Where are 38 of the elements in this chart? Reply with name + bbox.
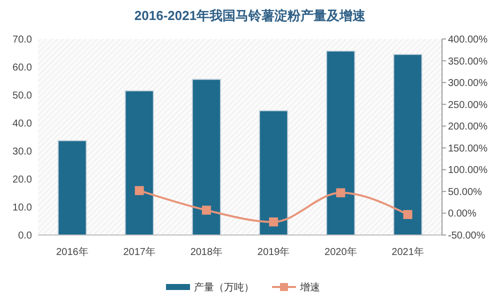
bar [124, 90, 154, 236]
y2-tick-label: 50.00% [448, 186, 482, 198]
y-tick-label: 10.0 [12, 202, 32, 214]
x-tick-label: 2018年 [190, 246, 223, 258]
x-tick-label: 2021年 [392, 246, 424, 258]
y2-tick-label: 150.00% [448, 143, 488, 154]
y-tick-label: 20.0 [12, 174, 32, 186]
point [202, 206, 211, 215]
x-tick-label: 2019年 [257, 246, 290, 258]
y2-tick-label: 250.00% [448, 100, 488, 111]
point [403, 210, 412, 220]
y2-tick-label: 400.00% [448, 34, 488, 46]
y-tick-label: 40.0 [12, 118, 32, 130]
bar [192, 78, 222, 236]
x-tick-label: 2020年 [324, 246, 357, 258]
x-tick-label: 2017年 [123, 246, 156, 258]
y2-tick-label: -50.00% [448, 230, 486, 242]
legend-label: 产量（万吨） [194, 282, 254, 294]
y-tick-label: 60.0 [12, 62, 32, 74]
bar [393, 54, 422, 236]
bar [58, 140, 87, 236]
point [269, 217, 278, 226]
chart-title: 2016-2021年我国马铃薯淀粉产量及增速 [134, 8, 367, 23]
point [134, 186, 144, 196]
y2-tick-label: 350.00% [448, 56, 488, 68]
bar [326, 50, 356, 236]
bar [258, 110, 288, 236]
x-tick-label: 2016年 [56, 246, 88, 258]
y2-tick-label: 100.00% [448, 165, 488, 176]
y2-tick-label: 0.00% [448, 208, 476, 220]
y-tick-label: 70.0 [12, 34, 32, 46]
y-tick-label: 0.0 [18, 230, 32, 242]
y-tick-label: 30.0 [12, 146, 32, 158]
y-tick-label: 50.0 [12, 90, 32, 102]
y2-tick-label: 200.00% [448, 122, 488, 133]
point [336, 188, 346, 198]
y2-tick-label: 300.00% [448, 78, 488, 90]
legend-label: 增速 [299, 282, 320, 294]
